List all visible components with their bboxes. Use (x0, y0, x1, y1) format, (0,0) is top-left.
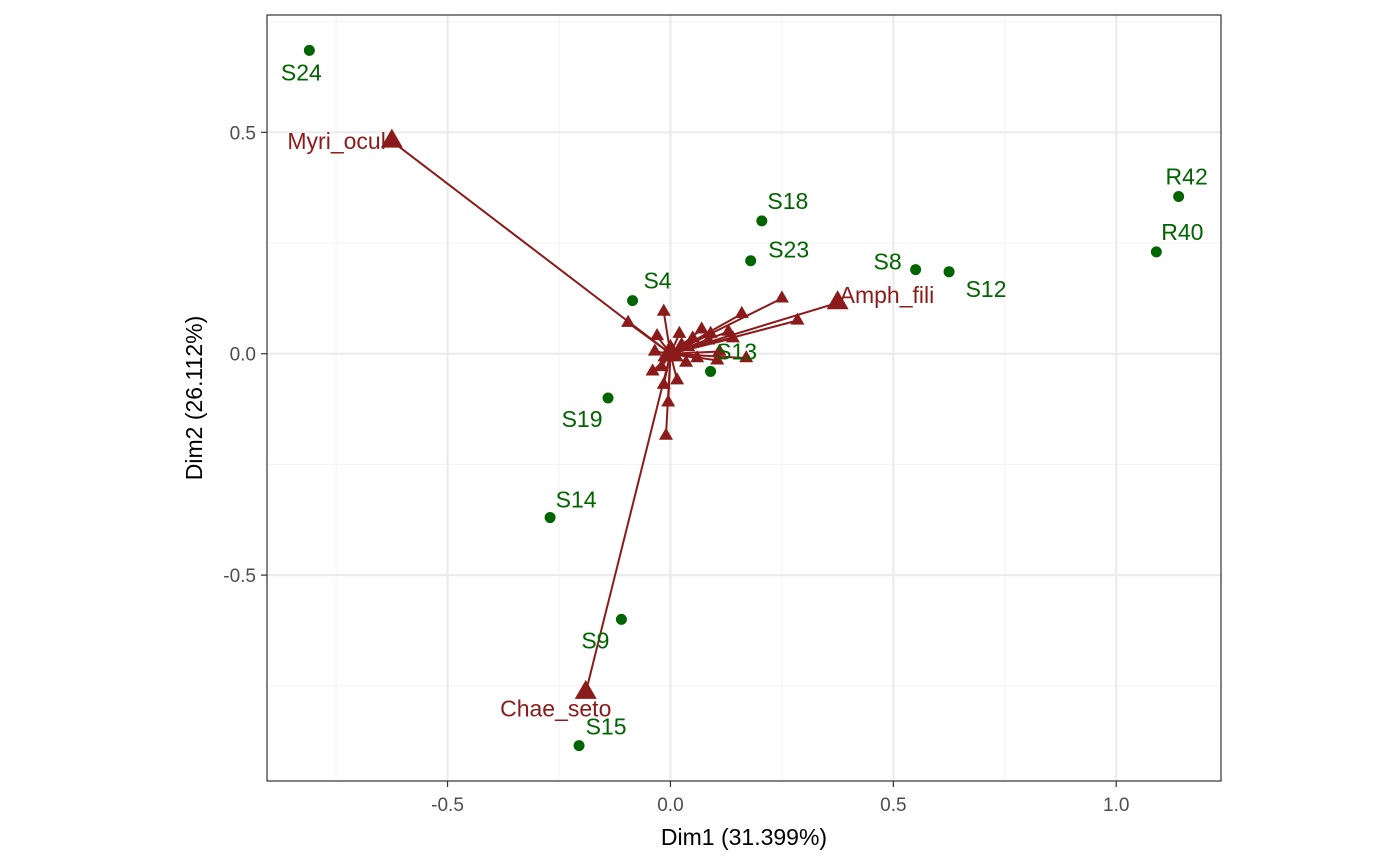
site-label: S14 (556, 487, 597, 513)
species-marker (694, 321, 709, 334)
site-label: S18 (767, 188, 808, 214)
y-tick-label: 0.5 (230, 123, 256, 144)
x-tick-label: 0.5 (880, 795, 906, 816)
axis-ticks (261, 131, 1117, 787)
site-point (615, 613, 627, 625)
major-gridlines (267, 15, 1221, 781)
species-labels: Myri_ocul Amph_fili Chae_seto (287, 128, 934, 721)
site-label: S9 (581, 627, 609, 653)
minor-gridlines (267, 15, 1221, 781)
species-arrow-line (391, 140, 672, 355)
site-point (1150, 246, 1162, 258)
species-marker (656, 303, 671, 316)
species-marker (739, 350, 754, 363)
species-marker (658, 427, 673, 440)
species-arrow-line (670, 301, 838, 355)
species-marker (647, 343, 662, 356)
x-axis-title: Dim1 (31.399%) (661, 824, 827, 850)
site-label: S12 (966, 276, 1007, 302)
x-tick-label: 1.0 (1103, 795, 1129, 816)
species-marker (725, 330, 740, 343)
species-label: Chae_seto (500, 695, 611, 721)
species-marker (661, 394, 676, 407)
site-label: S23 (768, 237, 809, 263)
species-marker (774, 290, 789, 303)
site-label: S13 (716, 338, 757, 364)
species-origin-marker (657, 338, 684, 362)
species-marker (650, 328, 665, 341)
species-marker (790, 312, 805, 325)
site-point (544, 512, 556, 524)
species-marker (734, 305, 749, 318)
site-point (705, 365, 717, 377)
species-marker (574, 679, 597, 699)
x-tick-label: 0.0 (657, 795, 683, 816)
species-marker (672, 325, 687, 338)
site-point (910, 264, 922, 276)
species-marker (826, 290, 849, 310)
x-tick-label: -0.5 (431, 795, 464, 816)
species-label: Amph_fili (840, 282, 935, 308)
site-labels: S24 R42 R40 S18 S23 S8 S12 S4 S13 S19 S14 S9 S15 (281, 59, 1208, 739)
species-marker (380, 128, 403, 148)
species-marker (679, 354, 694, 367)
species-arrow-line (584, 353, 672, 693)
species-marker (674, 336, 689, 349)
site-point (573, 740, 585, 752)
species-arrow-line (670, 352, 747, 360)
species-marker (712, 343, 727, 356)
y-axis-title: Dim2 (26.112%) (181, 316, 207, 480)
site-point (602, 392, 614, 404)
y-tick-label: 0.0 (230, 345, 256, 366)
species-marker (710, 352, 725, 365)
site-point (943, 266, 955, 278)
site-label: S4 (643, 268, 671, 294)
y-tick-label: -0.5 (223, 566, 256, 587)
species-marker (685, 330, 700, 343)
species-marker (670, 372, 685, 385)
site-label: S15 (586, 714, 627, 740)
site-label: S8 (874, 249, 902, 275)
site-label: R42 (1166, 164, 1208, 190)
site-point (745, 255, 757, 267)
site-point (756, 215, 768, 227)
site-point (1173, 191, 1185, 203)
site-point (627, 295, 639, 307)
species-arrow-line (667, 353, 672, 403)
site-label: S24 (281, 59, 322, 85)
site-point (303, 44, 315, 56)
species-marker (690, 350, 705, 363)
species-marker (654, 359, 669, 372)
species-arrows (380, 128, 849, 699)
panel-border (266, 14, 1222, 782)
site-label: R40 (1161, 219, 1203, 245)
axis-tick-labels: -0.5 0.0 0.5 1.0 -0.5 0.0 0.5 (223, 123, 1129, 816)
site-label: S19 (562, 406, 603, 432)
species-marker (645, 363, 660, 376)
site-points (303, 44, 1185, 752)
species-label: Myri_ocul (287, 128, 385, 154)
